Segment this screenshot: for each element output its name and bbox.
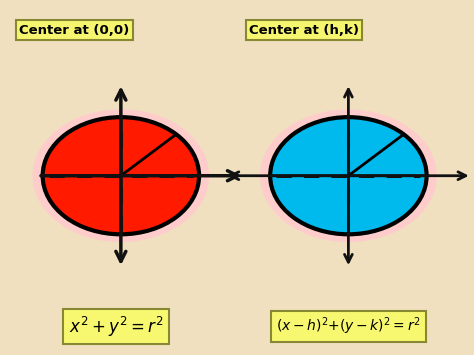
Circle shape [270, 117, 427, 234]
Text: Center at (h,k): Center at (h,k) [249, 24, 359, 37]
Text: $x^2 + y^2 = r^2$: $x^2 + y^2 = r^2$ [69, 315, 164, 339]
Circle shape [33, 110, 209, 241]
Text: Center at (0,0): Center at (0,0) [19, 24, 129, 37]
Circle shape [43, 117, 199, 234]
Circle shape [261, 110, 436, 241]
Text: $(x - h)^2$+$(y - k)^2$$= r^2$: $(x - h)^2$+$(y - k)^2$$= r^2$ [276, 316, 421, 337]
